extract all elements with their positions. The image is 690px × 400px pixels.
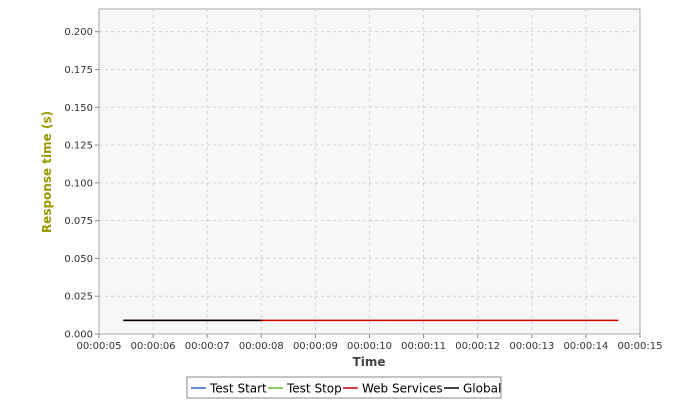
x-tick-label: 00:00:14	[563, 341, 608, 352]
x-tick-label: 00:00:13	[509, 341, 554, 352]
x-tick-label: 00:00:15	[618, 341, 663, 352]
y-tick-label: 0.100	[64, 178, 93, 189]
grid	[99, 9, 640, 334]
x-tick-label: 00:00:12	[455, 341, 500, 352]
y-tick-label: 0.200	[64, 27, 93, 38]
x-tick-label: 00:00:06	[131, 341, 176, 352]
y-tick-label: 0.150	[64, 103, 93, 114]
y-tick-label: 0.075	[64, 216, 93, 227]
legend-label: Test Start	[209, 382, 267, 396]
legend-label: Web Services	[362, 382, 443, 396]
x-tick-label: 00:00:07	[185, 341, 230, 352]
legend: Test Start Test Stop Web Services Global	[186, 376, 502, 399]
x-tick-label: 00:00:10	[347, 341, 392, 352]
x-tick-label: 00:00:08	[239, 341, 284, 352]
x-tick-label: 00:00:11	[401, 341, 446, 352]
y-tick-label: 0.000	[64, 330, 93, 341]
legend-label: Test Stop	[286, 382, 342, 396]
legend-label: Global	[463, 382, 501, 396]
x-axis-title: Time	[353, 355, 386, 369]
y-tick-label: 0.175	[64, 65, 93, 76]
axes: 0.000 0.025 0.050 0.075 0.100 0.125 0.150 0.175…	[64, 27, 662, 352]
y-axis-title: Response time (s)	[40, 111, 54, 233]
y-tick-label: 0.025	[64, 292, 93, 303]
x-tick-label: 00:00:05	[77, 341, 122, 352]
y-tick-label: 0.050	[64, 254, 93, 265]
y-tick-label: 0.125	[64, 141, 93, 152]
x-tick-label: 00:00:09	[293, 341, 338, 352]
